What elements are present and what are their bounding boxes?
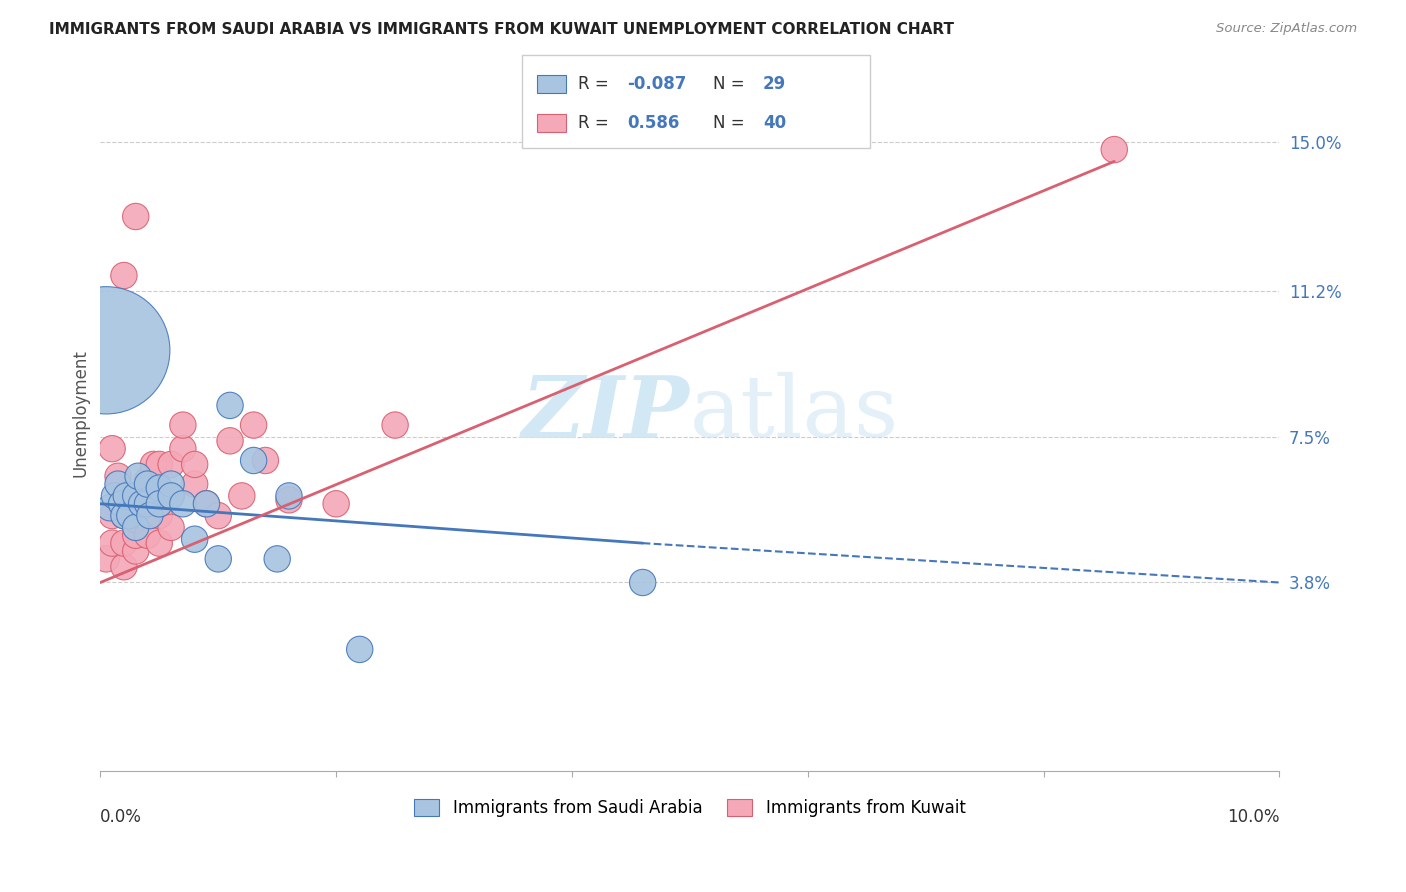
Point <box>136 505 159 519</box>
Point <box>219 434 242 448</box>
Text: 0.586: 0.586 <box>627 114 679 132</box>
Text: N =: N = <box>713 75 751 93</box>
Point <box>136 477 159 491</box>
Point <box>195 497 218 511</box>
FancyBboxPatch shape <box>537 75 567 93</box>
Point <box>207 508 229 523</box>
Point <box>148 481 170 495</box>
Point <box>278 489 301 503</box>
Point <box>631 575 654 590</box>
Point <box>98 500 121 515</box>
Point <box>148 536 170 550</box>
Point <box>207 552 229 566</box>
Point <box>101 442 124 456</box>
Point <box>219 398 242 412</box>
Point <box>349 642 371 657</box>
Point <box>278 492 301 507</box>
Text: 29: 29 <box>763 75 786 93</box>
Point <box>136 497 159 511</box>
Point <box>160 477 183 491</box>
Point <box>242 453 264 467</box>
Point <box>231 489 253 503</box>
Point <box>125 489 148 503</box>
FancyBboxPatch shape <box>523 55 870 148</box>
Text: ZIP: ZIP <box>522 372 690 455</box>
Point <box>160 489 183 503</box>
Point <box>125 512 148 526</box>
Point <box>101 536 124 550</box>
Point <box>148 481 170 495</box>
Point <box>96 552 118 566</box>
Point <box>172 418 194 433</box>
Text: 0.0%: 0.0% <box>100 807 142 825</box>
Point <box>160 458 183 472</box>
Text: atlas: atlas <box>690 372 898 455</box>
Point <box>148 458 170 472</box>
Point <box>110 497 132 511</box>
Legend: Immigrants from Saudi Arabia, Immigrants from Kuwait: Immigrants from Saudi Arabia, Immigrants… <box>408 792 972 824</box>
Point <box>107 477 129 491</box>
Point <box>266 552 288 566</box>
Point <box>172 497 194 511</box>
Text: 40: 40 <box>763 114 786 132</box>
Point <box>112 559 135 574</box>
Y-axis label: Unemployment: Unemployment <box>72 350 89 477</box>
Point <box>148 497 170 511</box>
Point <box>195 497 218 511</box>
Text: Source: ZipAtlas.com: Source: ZipAtlas.com <box>1216 22 1357 36</box>
Point <box>136 473 159 487</box>
Point <box>183 477 205 491</box>
Point <box>112 508 135 523</box>
Point <box>384 418 406 433</box>
Point <box>183 458 205 472</box>
Text: N =: N = <box>713 114 751 132</box>
Point <box>107 469 129 483</box>
Point <box>96 343 118 358</box>
Point <box>112 536 135 550</box>
Point <box>103 489 125 503</box>
Point <box>160 489 183 503</box>
Point <box>1104 143 1126 157</box>
Point <box>172 442 194 456</box>
Point <box>115 489 138 503</box>
Point <box>125 544 148 558</box>
Point <box>118 489 141 503</box>
Text: 10.0%: 10.0% <box>1227 807 1279 825</box>
Point <box>183 532 205 546</box>
Point <box>101 508 124 523</box>
Point <box>125 489 148 503</box>
Text: R =: R = <box>578 75 614 93</box>
Point <box>125 520 148 534</box>
Point <box>112 268 135 283</box>
Text: IMMIGRANTS FROM SAUDI ARABIA VS IMMIGRANTS FROM KUWAIT UNEMPLOYMENT CORRELATION : IMMIGRANTS FROM SAUDI ARABIA VS IMMIGRAN… <box>49 22 955 37</box>
FancyBboxPatch shape <box>537 114 567 132</box>
Point <box>112 508 135 523</box>
Point <box>125 528 148 542</box>
Text: -0.087: -0.087 <box>627 75 686 93</box>
Point <box>325 497 347 511</box>
Point <box>136 528 159 542</box>
Point <box>142 458 165 472</box>
Point <box>242 418 264 433</box>
Point <box>139 508 162 523</box>
Point <box>160 520 183 534</box>
Point <box>131 497 153 511</box>
Point <box>254 453 277 467</box>
Point <box>127 469 149 483</box>
Point <box>148 508 170 523</box>
Point <box>125 210 148 224</box>
Point <box>118 508 141 523</box>
Text: R =: R = <box>578 114 614 132</box>
